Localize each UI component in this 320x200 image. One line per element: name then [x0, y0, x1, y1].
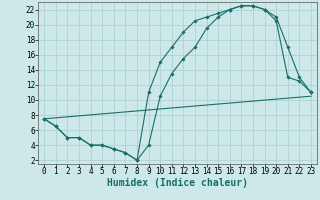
- X-axis label: Humidex (Indice chaleur): Humidex (Indice chaleur): [107, 178, 248, 188]
